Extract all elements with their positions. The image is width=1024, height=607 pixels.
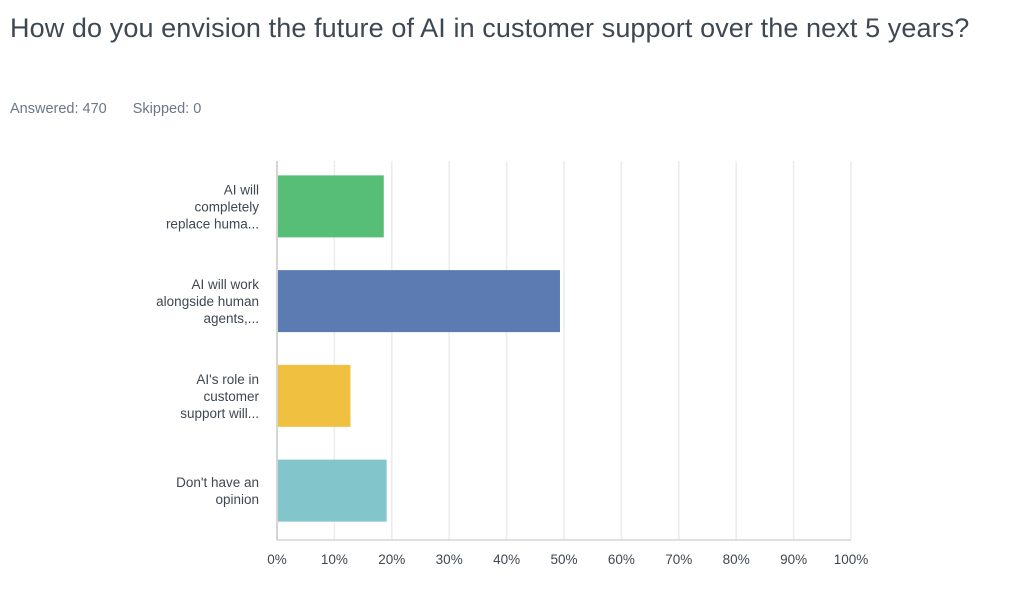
skipped-count: Skipped: 0	[132, 101, 202, 117]
category-labels: AI will completely replace huma... AI will …	[156, 182, 259, 507]
category-label-line: AI's role in	[196, 372, 259, 387]
x-tick-labels: 0% 10% 20% 30% 40% 50% 60% 70% 80% 90% 100%	[267, 552, 868, 567]
response-stats: Answered: 470 Skipped: 0	[10, 101, 223, 117]
category-label-line: completely	[194, 199, 259, 214]
x-tick-label: 80%	[723, 552, 750, 567]
bar[interactable]	[278, 175, 384, 238]
bar[interactable]	[278, 459, 387, 522]
bars	[278, 175, 560, 522]
x-tick-label: 50%	[550, 552, 577, 567]
x-tick-label: 100%	[834, 552, 869, 567]
category-label: Don't have an opinion	[176, 475, 259, 507]
x-tick-label: 20%	[378, 552, 405, 567]
gridlines	[276, 161, 852, 541]
category-label-line: alongside human	[156, 294, 259, 309]
x-tick-label: 60%	[608, 552, 635, 567]
x-tick-label: 10%	[321, 552, 348, 567]
x-tick-label: 30%	[436, 552, 463, 567]
x-tick-label: 40%	[493, 552, 520, 567]
category-label-line: support will...	[180, 406, 259, 421]
category-label-line: AI will	[224, 182, 259, 197]
category-label: AI will work alongside human agents,...	[156, 277, 259, 326]
category-label-line: Don't have an	[176, 475, 259, 490]
category-label-line: AI will work	[191, 277, 259, 292]
bar[interactable]	[278, 270, 560, 333]
category-label-line: customer	[203, 389, 259, 404]
category-label: AI will completely replace huma...	[166, 182, 259, 231]
category-label-line: agents,...	[203, 311, 259, 326]
x-tick-label: 0%	[267, 552, 287, 567]
category-label-line: opinion	[215, 492, 259, 507]
category-label-line: replace huma...	[166, 216, 259, 231]
category-label: AI's role in customer support will...	[180, 372, 259, 421]
bar[interactable]	[278, 364, 351, 427]
answered-count: Answered: 470	[10, 101, 107, 117]
question-title: How do you envision the future of AI in …	[10, 13, 970, 43]
x-tick-label: 90%	[780, 552, 807, 567]
x-tick-label: 70%	[665, 552, 692, 567]
